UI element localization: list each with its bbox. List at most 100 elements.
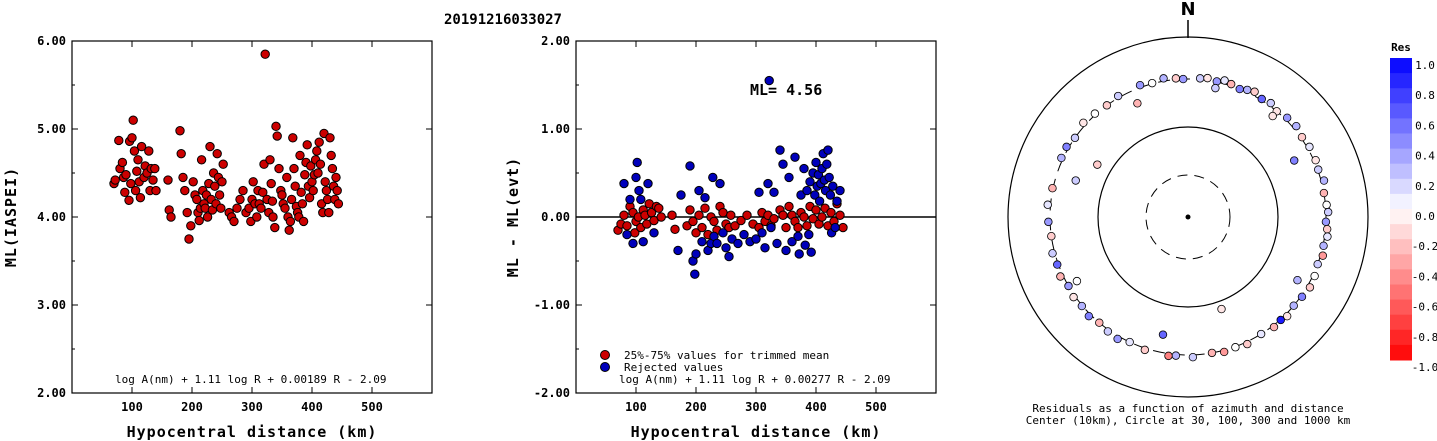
data-point bbox=[270, 222, 280, 233]
colorbar-swatch bbox=[1390, 148, 1412, 165]
data-point bbox=[697, 222, 707, 233]
data-point bbox=[757, 228, 767, 238]
station-residual bbox=[1171, 351, 1181, 360]
data-point bbox=[325, 133, 335, 143]
data-point bbox=[128, 115, 138, 125]
station-residual bbox=[1323, 232, 1332, 241]
colorbar-swatch bbox=[1390, 284, 1412, 301]
station-residual bbox=[1322, 200, 1331, 210]
station-residual bbox=[1212, 77, 1222, 86]
colorbar-swatch bbox=[1390, 73, 1412, 89]
station-residual bbox=[1235, 84, 1244, 94]
data-point bbox=[822, 159, 832, 169]
data-point bbox=[258, 187, 268, 198]
station-residual bbox=[1217, 304, 1226, 314]
station-residual bbox=[1290, 156, 1299, 165]
data-point bbox=[176, 148, 186, 159]
ytick-label: 5.00 bbox=[37, 122, 66, 136]
data-point bbox=[817, 212, 827, 222]
data-point bbox=[178, 172, 188, 183]
station-residual bbox=[1289, 301, 1298, 310]
ytick-label: 0.00 bbox=[541, 210, 570, 224]
data-point bbox=[296, 187, 306, 198]
xtick-label: 400 bbox=[301, 400, 323, 414]
data-point bbox=[828, 181, 838, 191]
station-residual bbox=[1064, 281, 1073, 291]
ring-30km bbox=[1145, 174, 1231, 260]
colorbar-swatch bbox=[1390, 329, 1412, 346]
data-point bbox=[238, 185, 248, 196]
data-point bbox=[778, 210, 788, 220]
station-residual bbox=[1070, 133, 1080, 143]
data-point bbox=[808, 214, 818, 224]
data-point bbox=[754, 187, 764, 198]
data-point bbox=[638, 236, 648, 247]
data-point bbox=[690, 269, 700, 279]
data-point bbox=[814, 196, 825, 206]
panel1-points bbox=[109, 49, 344, 244]
data-point bbox=[619, 210, 629, 220]
colorbar-swatch bbox=[1390, 269, 1412, 285]
data-point bbox=[806, 247, 816, 257]
station-residual bbox=[1293, 275, 1302, 285]
panel-ml-iaspei: 100 200 300 400 500 2.00 3.00 4.00 5.00 6.00 ML(I… bbox=[2, 34, 433, 441]
colorbar-swatches bbox=[1390, 58, 1412, 361]
data-point bbox=[769, 187, 779, 198]
data-point bbox=[267, 196, 278, 206]
ytick-label: 3.00 bbox=[37, 298, 66, 312]
data-point bbox=[266, 178, 276, 189]
data-point bbox=[712, 238, 722, 249]
station-residual bbox=[1256, 329, 1266, 339]
station-residual bbox=[1053, 260, 1062, 269]
ring-1000km bbox=[1007, 36, 1369, 398]
data-point bbox=[252, 212, 262, 222]
station-residual bbox=[1311, 155, 1320, 165]
data-point bbox=[799, 212, 809, 222]
colorbar-tick-label: 1.0 bbox=[1415, 59, 1435, 72]
station-residual bbox=[1102, 101, 1112, 110]
data-point bbox=[144, 146, 154, 156]
data-point bbox=[182, 207, 192, 218]
data-point bbox=[290, 181, 300, 191]
station-residual bbox=[1282, 311, 1292, 321]
data-point bbox=[196, 155, 207, 165]
xtick-label: 300 bbox=[241, 400, 263, 414]
legend-rejected-label: Rejected values bbox=[624, 361, 723, 374]
data-point bbox=[192, 194, 202, 205]
data-point bbox=[315, 159, 326, 169]
data-point bbox=[802, 185, 812, 196]
data-point bbox=[730, 221, 740, 231]
data-point bbox=[331, 172, 341, 183]
panel1-ticks: 100 200 300 400 500 2.00 3.00 4.00 5.00 6.00 bbox=[37, 34, 432, 414]
colorbar-swatch bbox=[1390, 163, 1412, 180]
xtick-label: 100 bbox=[121, 400, 143, 414]
station-residual bbox=[1188, 352, 1198, 362]
ml-annotation: ML= 4.56 bbox=[750, 81, 822, 99]
data-point bbox=[685, 205, 695, 215]
data-point bbox=[163, 175, 173, 185]
data-point bbox=[709, 216, 719, 227]
data-point bbox=[306, 161, 316, 171]
data-point bbox=[151, 185, 161, 196]
data-point bbox=[312, 146, 322, 156]
data-point bbox=[210, 181, 220, 191]
data-point bbox=[694, 185, 704, 196]
station-residual bbox=[1072, 276, 1082, 286]
panel-ml-residual: 100 200 300 400 500 -2.00 -1.00 0.00 1.00 2.00 ML… bbox=[504, 34, 937, 441]
colorbar-swatch bbox=[1390, 133, 1412, 150]
data-point bbox=[631, 172, 641, 183]
data-point bbox=[805, 177, 815, 187]
data-point bbox=[121, 170, 131, 180]
station-residual bbox=[1322, 224, 1332, 234]
station-residual bbox=[1133, 99, 1142, 108]
ring-300km bbox=[1049, 78, 1327, 356]
data-point bbox=[764, 75, 774, 86]
data-point bbox=[232, 203, 242, 213]
colorbar-tick-label: 0.6 bbox=[1415, 119, 1435, 132]
station-residual bbox=[1057, 153, 1066, 163]
station-residual bbox=[1226, 79, 1236, 89]
data-point bbox=[205, 141, 215, 152]
station-residual bbox=[1071, 176, 1080, 185]
station-residual bbox=[1292, 121, 1301, 131]
